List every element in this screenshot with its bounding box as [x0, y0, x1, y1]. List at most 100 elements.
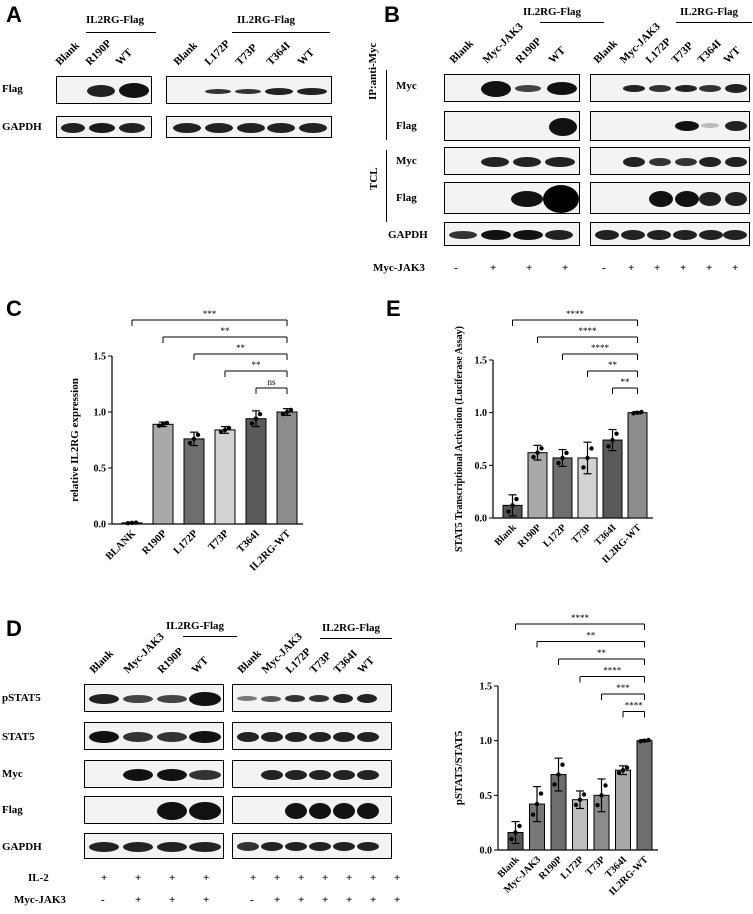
- blot-d-gapdh-left: [84, 833, 224, 859]
- group-label: IL2RG-Flag: [86, 14, 145, 26]
- bar: [527, 452, 548, 519]
- data-point: [564, 450, 569, 456]
- group-label: IL2RG-Flag: [166, 620, 225, 632]
- side-label-tcl: TCL: [368, 167, 380, 190]
- data-point: [534, 801, 540, 807]
- data-point: [603, 783, 608, 788]
- treatment-sign: +: [298, 872, 305, 884]
- data-point: [560, 762, 565, 767]
- data-point: [631, 411, 636, 416]
- lane-label: T364I: [331, 647, 360, 676]
- data-point: [560, 455, 565, 461]
- data-point: [595, 802, 600, 808]
- data-point: [249, 421, 255, 426]
- data-point: [156, 423, 162, 428]
- treatment-sign: +: [169, 872, 176, 884]
- treatment-sign: +: [370, 894, 377, 906]
- sig-label: **: [221, 326, 231, 336]
- y-tick-label: 1.5: [475, 356, 488, 367]
- lane-label: Blank: [53, 39, 82, 68]
- x-tick-label: T364I: [235, 528, 262, 555]
- treatment-sign: +: [274, 872, 281, 884]
- group-label: IL2RG-Flag: [523, 6, 582, 18]
- treatment-sign: +: [135, 894, 142, 906]
- data-point: [556, 772, 561, 777]
- treatment-sign: +: [101, 872, 108, 884]
- y-tick-label: 0.5: [475, 461, 488, 472]
- blot-a-gapdh-right: [166, 116, 332, 138]
- sig-label: ****: [603, 666, 622, 676]
- data-point: [218, 429, 224, 435]
- data-point: [646, 737, 651, 743]
- data-point: [226, 425, 232, 431]
- data-point: [552, 782, 557, 787]
- blot-d-stat5-right: [232, 722, 392, 750]
- data-point: [253, 416, 259, 421]
- data-point: [539, 446, 544, 451]
- row-label-myc: Myc: [396, 80, 417, 92]
- row-label-myc: Myc: [396, 155, 417, 167]
- sig-label: ****: [591, 343, 610, 353]
- data-point: [616, 770, 622, 776]
- row-label-flag: Flag: [2, 83, 23, 95]
- treatment-sign: +: [394, 872, 401, 884]
- bar: [636, 740, 653, 851]
- x-tick-label: T73P: [570, 522, 594, 546]
- data-point: [125, 521, 131, 526]
- lane-label: WT: [113, 46, 135, 68]
- lane-label: WT: [189, 654, 211, 676]
- data-point: [187, 440, 193, 446]
- chart-e: 0.0 0.5 1.0 1.5 STAT5 Transcriptional Activa…: [454, 309, 653, 566]
- sig-label: ****: [579, 326, 598, 336]
- data-point: [513, 830, 518, 835]
- x-tick-label: L172P: [559, 854, 586, 881]
- blot-b-gapdh-right: [590, 222, 750, 246]
- treatment-sign: +: [732, 262, 739, 274]
- x-tick-label: L172P: [541, 522, 568, 549]
- x-tick-label: R190P: [537, 854, 565, 882]
- data-point: [581, 465, 586, 470]
- chart-d-quant: 0.00.51.01.5pSTAT5/STAT5BlankMyc-JAK3R19…: [453, 613, 658, 898]
- y-tick-label: 1.0: [480, 736, 493, 747]
- panel-label-c: C: [6, 296, 22, 321]
- data-point: [530, 812, 536, 817]
- data-point: [624, 765, 630, 770]
- lane-label: Blank: [171, 39, 200, 68]
- data-point: [514, 496, 519, 502]
- x-tick-label: R190P: [516, 522, 544, 550]
- treatment-sign: +: [394, 894, 401, 906]
- data-point: [517, 823, 522, 829]
- lane-label: Blank: [447, 37, 476, 66]
- treatment-sign: +: [203, 872, 210, 884]
- lane-label: R190P: [513, 35, 545, 66]
- label-il2: IL-2: [28, 872, 49, 884]
- treatment-sign: +: [250, 872, 257, 884]
- blot-d-myc-right: [232, 760, 392, 788]
- treatment-sign: +: [562, 262, 569, 274]
- treatment-sign: +: [346, 872, 353, 884]
- data-point: [257, 411, 263, 417]
- panel-label-e: E: [386, 296, 401, 321]
- panel-label-d: D: [6, 616, 22, 641]
- y-tick-label: 1.5: [94, 352, 107, 363]
- blot-d-stat5-left: [84, 722, 224, 750]
- data-point: [129, 520, 135, 526]
- blot-b-flag-tcl-right: [590, 182, 750, 214]
- blot-d-flag-left: [84, 796, 224, 824]
- y-tick-label: 1.5: [480, 682, 493, 693]
- data-point: [284, 409, 290, 415]
- x-tick-label: L172P: [172, 528, 201, 557]
- group-label: IL2RG-Flag: [237, 14, 296, 26]
- chart-c: 0.0 0.5 1.0 1.5 relative IL2RG expression BLA…: [69, 309, 303, 574]
- sig-label: ****: [625, 701, 644, 711]
- row-label-gapdh: GAPDH: [2, 121, 42, 133]
- bar: [152, 423, 174, 525]
- treatment-sign: +: [654, 262, 661, 274]
- data-point: [510, 503, 515, 508]
- sig-label: ***: [616, 683, 630, 693]
- y-tick-label: 0.0: [475, 514, 488, 525]
- blot-d-flag-right: [232, 796, 392, 824]
- row-label-flag: Flag: [396, 120, 417, 132]
- treatment-sign: +: [274, 894, 281, 906]
- bar: [183, 438, 205, 525]
